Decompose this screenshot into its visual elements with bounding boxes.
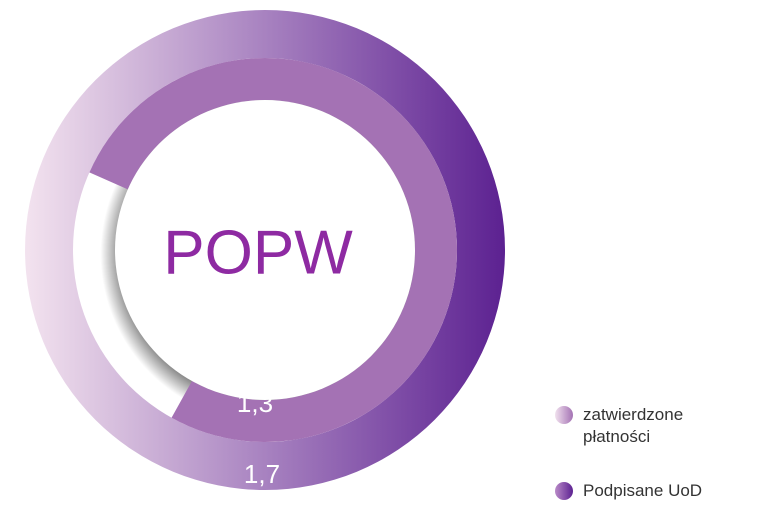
legend-label: zatwierdzone płatności [583, 405, 684, 446]
legend-swatch [555, 406, 573, 424]
legend-swatch [555, 482, 573, 500]
center-hole [115, 100, 415, 400]
legend-item: Podpisane UoD [555, 480, 713, 502]
value-label: 1,3 [237, 388, 273, 418]
center-label: POPW [163, 218, 353, 287]
legend-label: Podpisane UoD [583, 481, 703, 500]
legend-item: zatwierdzone płatności [555, 404, 713, 448]
value-label: 1,7 [244, 459, 280, 489]
